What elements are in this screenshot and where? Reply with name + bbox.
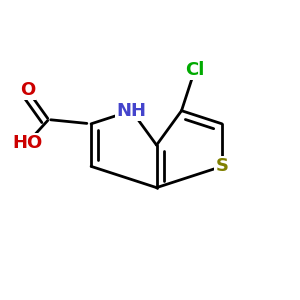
Text: S: S [215,158,229,175]
Text: Cl: Cl [185,61,204,79]
Text: HO: HO [12,134,42,152]
Text: NH: NH [116,102,146,120]
Text: O: O [20,81,35,99]
